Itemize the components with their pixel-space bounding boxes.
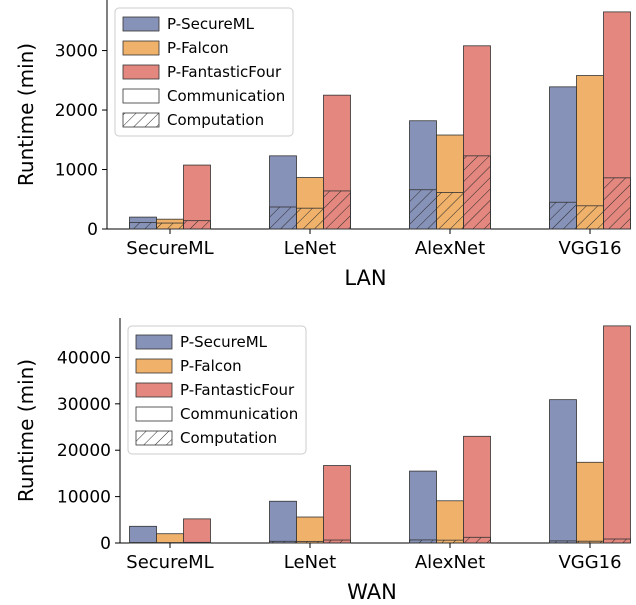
bar-p-fantasticfour-computation [603, 177, 631, 230]
bar-p-fantasticfour-communication [183, 164, 211, 230]
bar-p-falcon-computation [436, 192, 464, 230]
legend-swatch [135, 430, 173, 446]
bar-p-fantasticfour-computation [463, 155, 491, 230]
y-tick-label: 2000 [55, 101, 98, 121]
x-tick-label: AlexNet [415, 238, 485, 259]
bar-p-fantasticfour-computation [183, 541, 211, 544]
bar-p-falcon-computation [296, 207, 324, 230]
legend-swatch [122, 16, 160, 32]
legend-label: P-SecureML [180, 333, 268, 351]
bar-p-secureml-computation [409, 539, 437, 544]
wan-chart: 0 10000 20000 30000 40000 SecureML LeNet AlexNe… [14, 318, 631, 604]
legend-swatch [122, 112, 160, 128]
y-tick-label: 20000 [57, 441, 111, 461]
legend-swatch [135, 334, 173, 350]
y-tick-label: 3000 [55, 42, 98, 62]
x-tick-label: VGG16 [558, 238, 621, 259]
x-tick-label: VGG16 [558, 552, 621, 573]
x-axis-label: WAN [347, 580, 397, 604]
legend-swatch [122, 64, 160, 80]
bar-p-secureml-computation [129, 222, 157, 230]
legend: P-SecureML P-Falcon P-FantasticFour Communi… [127, 325, 307, 455]
bar-p-secureml-computation [549, 201, 577, 230]
y-tick-label: 0 [100, 534, 111, 554]
legend-swatch [122, 88, 160, 104]
bar-p-secureml-computation [269, 206, 297, 230]
x-tick-label: LeNet [284, 238, 336, 259]
legend-label: Communication [167, 87, 285, 105]
x-tick-label: SecureML [126, 552, 213, 573]
lan-chart: 0 1000 2000 3000 SecureML LeNet AlexNet VGG16 LA… [14, 0, 631, 290]
bar-p-fantasticfour-communication [463, 435, 491, 544]
bar-p-falcon-communication [436, 500, 464, 544]
legend: P-SecureML P-Falcon P-FantasticFour Communi… [114, 7, 294, 137]
x-tick-label: LeNet [284, 552, 336, 573]
bar-p-falcon-computation [296, 540, 324, 544]
legend-label: Computation [167, 111, 264, 129]
bar-p-secureml-computation [549, 540, 577, 544]
y-tick-label: 0 [87, 220, 98, 240]
legend-frame [127, 325, 307, 455]
legend-swatch [122, 40, 160, 56]
bar-p-falcon-computation [576, 205, 604, 230]
bar-p-secureml-communication [129, 525, 157, 544]
legend-frame [114, 7, 294, 137]
bar-p-falcon-computation [576, 540, 604, 544]
bar-p-falcon-communication [576, 461, 604, 544]
bar-p-fantasticfour-computation [463, 536, 491, 544]
bar-p-secureml-communication [409, 470, 437, 544]
legend-label: P-FantasticFour [167, 63, 282, 81]
bar-p-secureml-communication [549, 399, 577, 544]
legend-swatch [135, 382, 173, 398]
bar-p-secureml-communication [269, 500, 297, 544]
bar-p-falcon-computation [156, 222, 184, 230]
x-axis-label: LAN [344, 266, 386, 290]
bar-p-falcon-computation [436, 539, 464, 544]
y-tick-label: 30000 [57, 395, 111, 415]
bar-p-fantasticfour-computation [323, 190, 351, 230]
bar-p-fantasticfour-communication [603, 325, 631, 544]
bar-p-falcon-communication [156, 533, 184, 544]
y-tick-label: 1000 [55, 161, 98, 181]
y-axis-label: Runtime (min) [14, 43, 38, 186]
legend-label: P-SecureML [167, 15, 255, 33]
y-tick-label: 10000 [57, 488, 111, 508]
legend-label: Communication [180, 405, 298, 423]
y-axis-label: Runtime (min) [14, 359, 38, 502]
bar-p-fantasticfour-communication [183, 518, 211, 544]
legend-swatch [135, 358, 173, 374]
bar-p-fantasticfour-computation [603, 538, 631, 544]
bar-p-fantasticfour-communication [323, 465, 351, 544]
y-tick-label: 40000 [57, 348, 111, 368]
legend-label: P-FantasticFour [180, 381, 295, 399]
bar-p-secureml-computation [269, 540, 297, 544]
legend-label: Computation [180, 429, 277, 447]
legend-swatch [135, 406, 173, 422]
bar-p-secureml-computation [409, 189, 437, 230]
x-tick-label: AlexNet [415, 552, 485, 573]
bar-p-fantasticfour-computation [323, 539, 351, 544]
x-tick-label: SecureML [126, 238, 213, 259]
legend-label: P-Falcon [180, 357, 242, 375]
bar-p-secureml-computation [129, 542, 157, 544]
legend-label: P-Falcon [167, 39, 229, 57]
bar-p-falcon-communication [296, 516, 324, 544]
bar-p-fantasticfour-computation [183, 220, 211, 230]
